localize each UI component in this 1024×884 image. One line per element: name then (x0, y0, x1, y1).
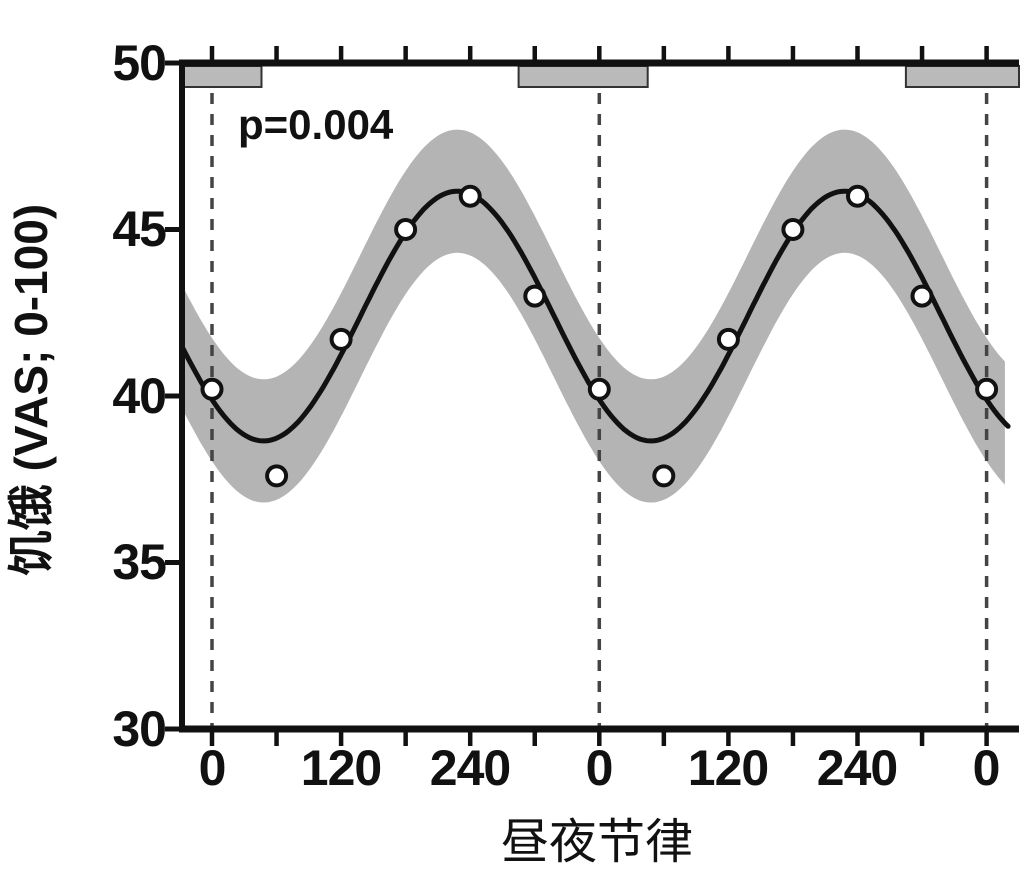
data-point (975, 377, 999, 401)
x-tick-label: 0 (585, 740, 614, 796)
data-point (652, 464, 676, 488)
dark-period-bar (904, 65, 1021, 88)
y-tick-label: 50 (112, 35, 167, 91)
x-axis-title: 昼夜节律 (500, 816, 694, 869)
y-tick-label: 30 (112, 701, 167, 757)
data-point (394, 218, 418, 241)
y-tick-label: 40 (112, 368, 167, 424)
dark-period-bar (517, 65, 649, 88)
data-point (523, 284, 547, 308)
data-point (458, 184, 482, 208)
data-point (587, 377, 611, 401)
x-tick-label: 240 (429, 740, 511, 796)
data-point (716, 327, 740, 351)
data-point (200, 377, 224, 401)
data-point (265, 464, 289, 488)
p-value-annotation: p=0.004 (238, 101, 394, 148)
y-axis-title: 饥饿 (VAS; 0-100) (5, 203, 57, 577)
x-tick-label: 120 (300, 740, 382, 796)
data-point (781, 218, 805, 241)
x-tick-label: 240 (816, 740, 898, 796)
data-point (910, 284, 934, 308)
x-tick-label: 0 (972, 740, 1001, 796)
y-tick-label: 45 (112, 201, 167, 257)
data-point (329, 327, 353, 351)
confidence-band (181, 129, 1005, 503)
x-tick-label: 0 (198, 740, 227, 796)
data-point (846, 184, 869, 208)
y-tick-label: 35 (112, 534, 167, 590)
dark-period-bar (181, 65, 263, 88)
x-tick-label: 120 (687, 740, 769, 796)
